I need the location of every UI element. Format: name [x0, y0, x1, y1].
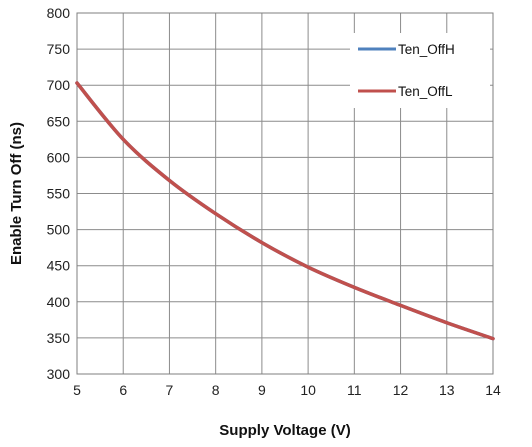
legend-label-ten-offh: Ten_OffH [398, 42, 455, 57]
x-tick-label: 7 [166, 382, 174, 398]
x-tick-label: 11 [347, 382, 362, 398]
y-tick-label: 400 [47, 294, 71, 310]
y-tick-label: 650 [47, 113, 71, 129]
x-tick-label: 9 [258, 382, 266, 398]
y-tick-label: 300 [47, 366, 71, 382]
y-tick-label: 500 [47, 222, 71, 238]
x-tick-label: 14 [485, 382, 501, 398]
x-tick-label: 13 [439, 382, 455, 398]
x-tick-label: 8 [212, 382, 220, 398]
legend: Ten_OffH Ten_OffL [350, 33, 490, 108]
tick-labels: 5 6 7 8 9 10 11 12 13 14 300 350 400 450 500 550 600 650 7… [47, 5, 501, 398]
y-axis-title: Enable Turn Off (ns) [8, 122, 25, 265]
y-tick-label: 350 [47, 330, 71, 346]
series-line-ten-offl [75, 81, 495, 341]
legend-background [350, 33, 490, 108]
y-tick-label: 800 [47, 5, 71, 21]
x-tick-label: 10 [300, 382, 316, 398]
x-axis-title: Supply Voltage (V) [219, 422, 350, 439]
y-tick-label: 600 [47, 149, 71, 165]
y-tick-label: 700 [47, 77, 71, 93]
series-lines [75, 81, 495, 341]
y-tick-label: 550 [47, 186, 71, 202]
legend-label-ten-offl: Ten_OffL [398, 84, 453, 99]
x-tick-label: 5 [73, 382, 81, 398]
y-tick-label: 450 [47, 258, 71, 274]
y-tick-label: 750 [47, 41, 71, 57]
x-tick-label: 12 [393, 382, 409, 398]
x-tick-label: 6 [119, 382, 127, 398]
plot-area-frame [76, 12, 494, 375]
